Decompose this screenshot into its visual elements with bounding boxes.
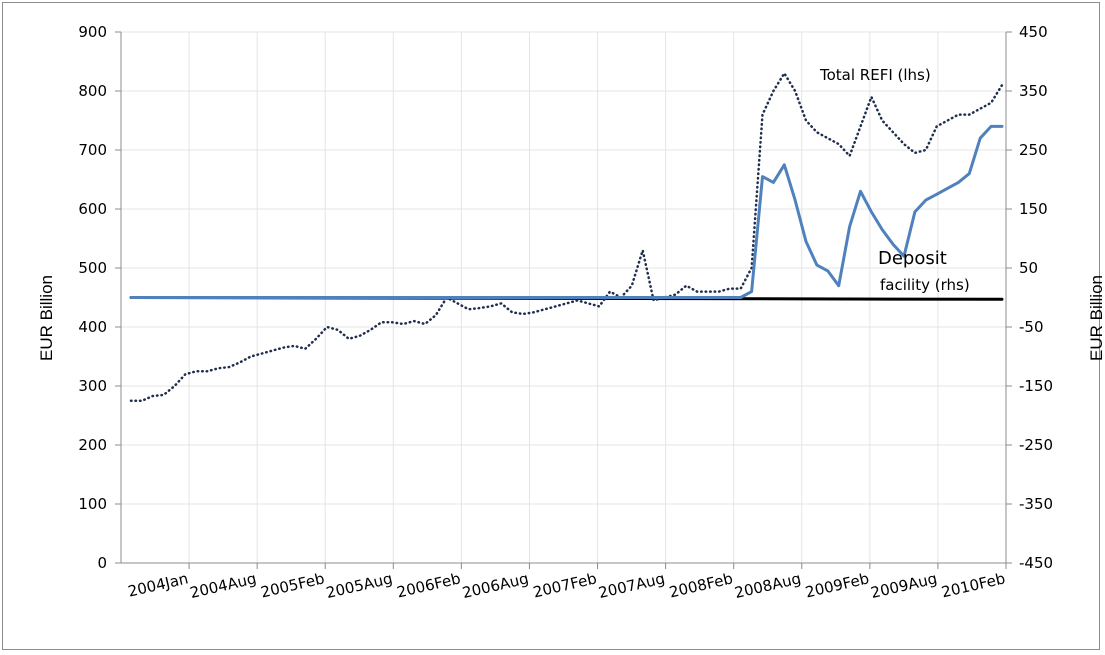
left-tick-label: 100 [78,495,107,513]
right-tick-label: 350 [1019,82,1048,100]
y-axis-title-left: EUR Billion [37,275,56,361]
x-tick-label: 2007Aug [597,569,667,602]
left-tick-label: 300 [78,377,107,395]
right-tick-label: -450 [1019,554,1053,572]
left-tick-label: 500 [78,259,107,277]
x-tick-label: 2009Aug [869,569,939,602]
x-tick-label: 2008Feb [667,569,734,601]
right-tick-label: 450 [1019,23,1048,41]
x-tick-label: 2007Feb [531,569,598,601]
x-tick-label: 2005Feb [259,569,326,601]
right-tick-label: 50 [1019,259,1038,277]
x-tick-label: 2008Aug [733,569,803,602]
x-tick-label: 2006Aug [461,569,531,602]
right-tick-label: -150 [1019,377,1053,395]
right-tick-label: 250 [1019,141,1048,159]
left-tick-labels: 0 100 200 300 400 500 600 700 800 900 [78,23,121,572]
left-tick-label: 0 [97,554,107,572]
x-tick-label: 2004Jan [126,569,190,600]
x-tick-label: 2009Feb [804,569,871,601]
right-tick-label: 150 [1019,200,1048,218]
y-axis-title-right: EUR Billion [1087,275,1105,361]
annotation-total-refi: Total REFI (lhs) [819,66,931,84]
deposit-facility-line [129,124,1004,299]
right-tick-label: -250 [1019,436,1053,454]
left-tick-label: 700 [78,141,107,159]
x-tick-label: 2005Aug [324,569,394,602]
annotation-deposit-facility: facility (rhs) [880,276,970,294]
total-refi-line [129,72,1004,403]
left-tick-label: 400 [78,318,107,336]
right-tick-labels: -450 -350 -250 -150 -50 50 150 250 350 450 [1006,23,1053,572]
total-refi-series [129,72,1004,403]
x-tick-label: 2006Feb [395,569,462,601]
right-tick-label: -50 [1019,318,1044,336]
deposit-facility-series [129,124,1004,299]
right-tick-label: -350 [1019,495,1053,513]
left-tick-label: 900 [78,23,107,41]
left-tick-label: 600 [78,200,107,218]
x-tick-label: 2010Feb [940,569,1007,601]
left-tick-label: 200 [78,436,107,454]
left-tick-label: 800 [78,82,107,100]
annotation-deposit: Deposit [878,248,947,269]
x-tick-label: 2004Aug [188,569,258,602]
